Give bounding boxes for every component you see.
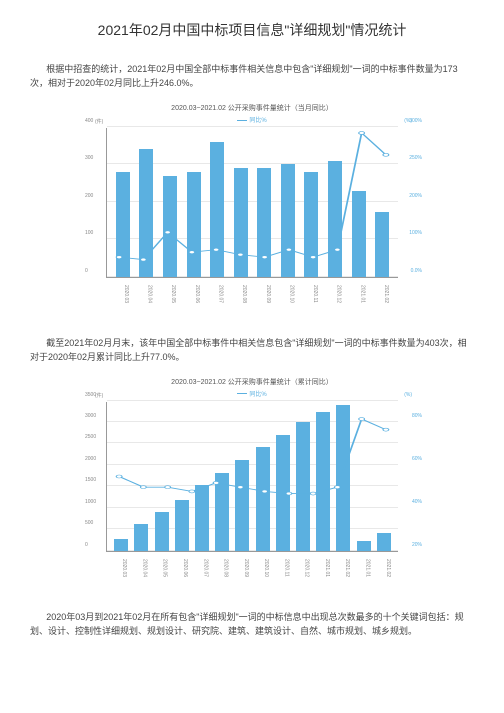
x-tick: 2020.10	[280, 280, 294, 308]
x-tick: 2020.07	[194, 554, 208, 582]
bar	[276, 435, 290, 550]
bar	[234, 168, 248, 277]
y-left-tick: 0	[85, 268, 88, 274]
x-tick: 2020.06	[174, 554, 188, 582]
paragraph-3: 2020年03月到2021年02月在所有包含"详细规划"一词的中标信息中出现总次…	[30, 610, 474, 639]
chart-2-title: 2020.03~2021.02 公开采购事件量统计（累计同比）	[82, 377, 422, 387]
bar	[210, 142, 224, 277]
y-left-tick: 300	[85, 155, 93, 161]
bar	[195, 485, 209, 551]
x-tick: 2021.01	[357, 554, 371, 582]
bar	[352, 191, 366, 277]
y-right-tick: 20%	[412, 542, 422, 548]
y-right-tick: 300%	[409, 118, 422, 124]
y-right-tick: 0.0%	[411, 268, 422, 274]
chart-2: 2020.03~2021.02 公开采购事件量统计（累计同比） 同比% (件) …	[82, 377, 422, 582]
y-left-tick: 0	[85, 542, 88, 548]
bar	[116, 172, 130, 277]
x-tick: 2021.01	[316, 554, 330, 582]
bar	[296, 422, 310, 551]
y-right-tick: 80%	[412, 413, 422, 419]
chart-1-left-caption: (件)	[95, 118, 103, 125]
x-tick: 2021.02	[375, 280, 389, 308]
x-tick: 2020.04	[133, 554, 147, 582]
x-tick: 2020.03	[113, 554, 127, 582]
y-left-tick: 100	[85, 230, 93, 236]
chart-2-legend: 同比%	[82, 389, 422, 398]
x-tick: 2020.05	[162, 280, 176, 308]
y-left-tick: 2000	[85, 456, 96, 462]
y-left-tick: 500	[85, 520, 93, 526]
y-right-tick: 40%	[412, 499, 422, 505]
y-left-tick: 400	[85, 118, 93, 124]
chart-1-title: 2020.03~2021.02 公开采购事件量统计（当月同比）	[82, 103, 422, 113]
bar	[328, 161, 342, 277]
x-tick: 2020.07	[209, 280, 223, 308]
bar	[336, 405, 350, 551]
x-tick: 2020.12	[328, 280, 342, 308]
chart-2-right-caption: (%)	[404, 392, 412, 398]
x-tick: 2020.09	[257, 280, 271, 308]
x-tick: 2020.10	[255, 554, 269, 582]
bar	[375, 212, 389, 277]
bar	[357, 541, 371, 551]
bar	[256, 447, 270, 550]
x-tick: 2020.11	[304, 280, 318, 308]
y-left-tick: 200	[85, 193, 93, 199]
x-tick: 2020.05	[154, 554, 168, 582]
x-tick: 2021.01	[351, 280, 365, 308]
bar	[134, 524, 148, 551]
paragraph-1: 根据中招查的统计，2021年02月中国全部中标事件相关信息中包含"详细规划"一词…	[30, 62, 474, 91]
bar	[304, 172, 318, 277]
x-tick: 2020.03	[115, 280, 129, 308]
x-tick: 2020.12	[296, 554, 310, 582]
bars-container	[107, 402, 398, 551]
chart-1-legend: 同比%	[82, 115, 422, 124]
paragraph-2: 截至2021年02月月末，该年中国全部中标事件中相关信息包含"详细规划"一词的中…	[30, 336, 474, 365]
y-right-tick: 200%	[409, 193, 422, 199]
bar	[163, 176, 177, 277]
y-left-tick: 3000	[85, 413, 96, 419]
gridline	[107, 400, 398, 401]
x-tick: 2021.02	[377, 554, 391, 582]
bar	[139, 149, 153, 277]
x-tick: 2020.09	[235, 554, 249, 582]
bar	[235, 460, 249, 550]
y-left-tick: 2500	[85, 434, 96, 440]
y-left-tick: 3500	[85, 392, 96, 398]
page-title: 2021年02月中国中标项目信息"详细规划"情况统计	[30, 20, 474, 40]
x-tick: 2020.08	[233, 280, 247, 308]
chart-1: 2020.03~2021.02 公开采购事件量统计（当月同比） 同比% (件) …	[82, 103, 422, 308]
bar	[377, 533, 391, 550]
bar	[215, 473, 229, 551]
y-left-tick: 1000	[85, 499, 96, 505]
x-tick: 2020.08	[215, 554, 229, 582]
bar	[187, 172, 201, 277]
gridline	[107, 126, 398, 127]
bars-container	[107, 128, 398, 277]
bar	[281, 164, 295, 277]
bar	[175, 500, 189, 550]
x-tick: 2020.11	[275, 554, 289, 582]
x-tick: 2021.02	[336, 554, 350, 582]
chart-2-left-caption: (件)	[95, 392, 103, 399]
y-right-tick: 60%	[412, 456, 422, 462]
x-tick: 2020.04	[138, 280, 152, 308]
bar	[316, 412, 330, 550]
bar	[155, 512, 169, 550]
bar	[114, 539, 128, 551]
y-right-tick: 250%	[409, 155, 422, 161]
x-tick: 2020.06	[186, 280, 200, 308]
y-right-tick: 100%	[409, 230, 422, 236]
y-left-tick: 1500	[85, 477, 96, 483]
bar	[257, 168, 271, 277]
